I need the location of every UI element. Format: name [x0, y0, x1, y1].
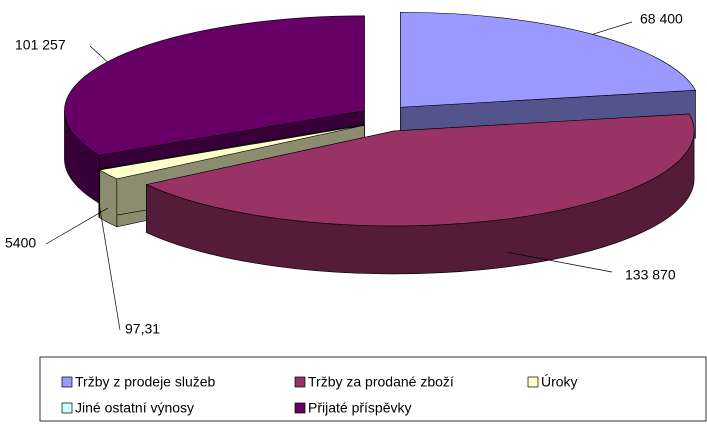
leader-line [98, 202, 121, 331]
slice [145, 113, 695, 227]
legend-label: Přijaté příspěvky [308, 400, 411, 416]
data-label: 68 400 [640, 11, 683, 27]
legend-swatch [294, 402, 306, 414]
slice [97, 124, 364, 170]
leader-line [508, 252, 613, 273]
legend-box [39, 356, 707, 422]
legend-label: Tržby z prodeje služeb [75, 374, 216, 390]
slice [400, 11, 697, 108]
slice [98, 124, 365, 180]
legend-label: Úroky [541, 374, 578, 390]
data-label: 97,31 [125, 321, 160, 337]
leader-line [45, 207, 109, 245]
slice-wall [99, 169, 118, 228]
leader-line [89, 45, 108, 63]
leader-line [592, 21, 633, 35]
legend-swatch [61, 376, 73, 388]
legend-swatch [294, 376, 306, 388]
legend-label: Tržby za prodané zboží [308, 374, 454, 390]
legend-label: Jiné ostatní výnosy [75, 400, 194, 416]
legend: Tržby z prodeje služeb Tržby za prodané z… [39, 356, 707, 422]
slice [64, 15, 365, 156]
data-label: 5400 [5, 235, 36, 251]
data-label: 133 870 [625, 267, 676, 283]
legend-swatch [61, 402, 73, 414]
data-label: 101 257 [15, 37, 66, 53]
legend-swatch [527, 376, 539, 388]
